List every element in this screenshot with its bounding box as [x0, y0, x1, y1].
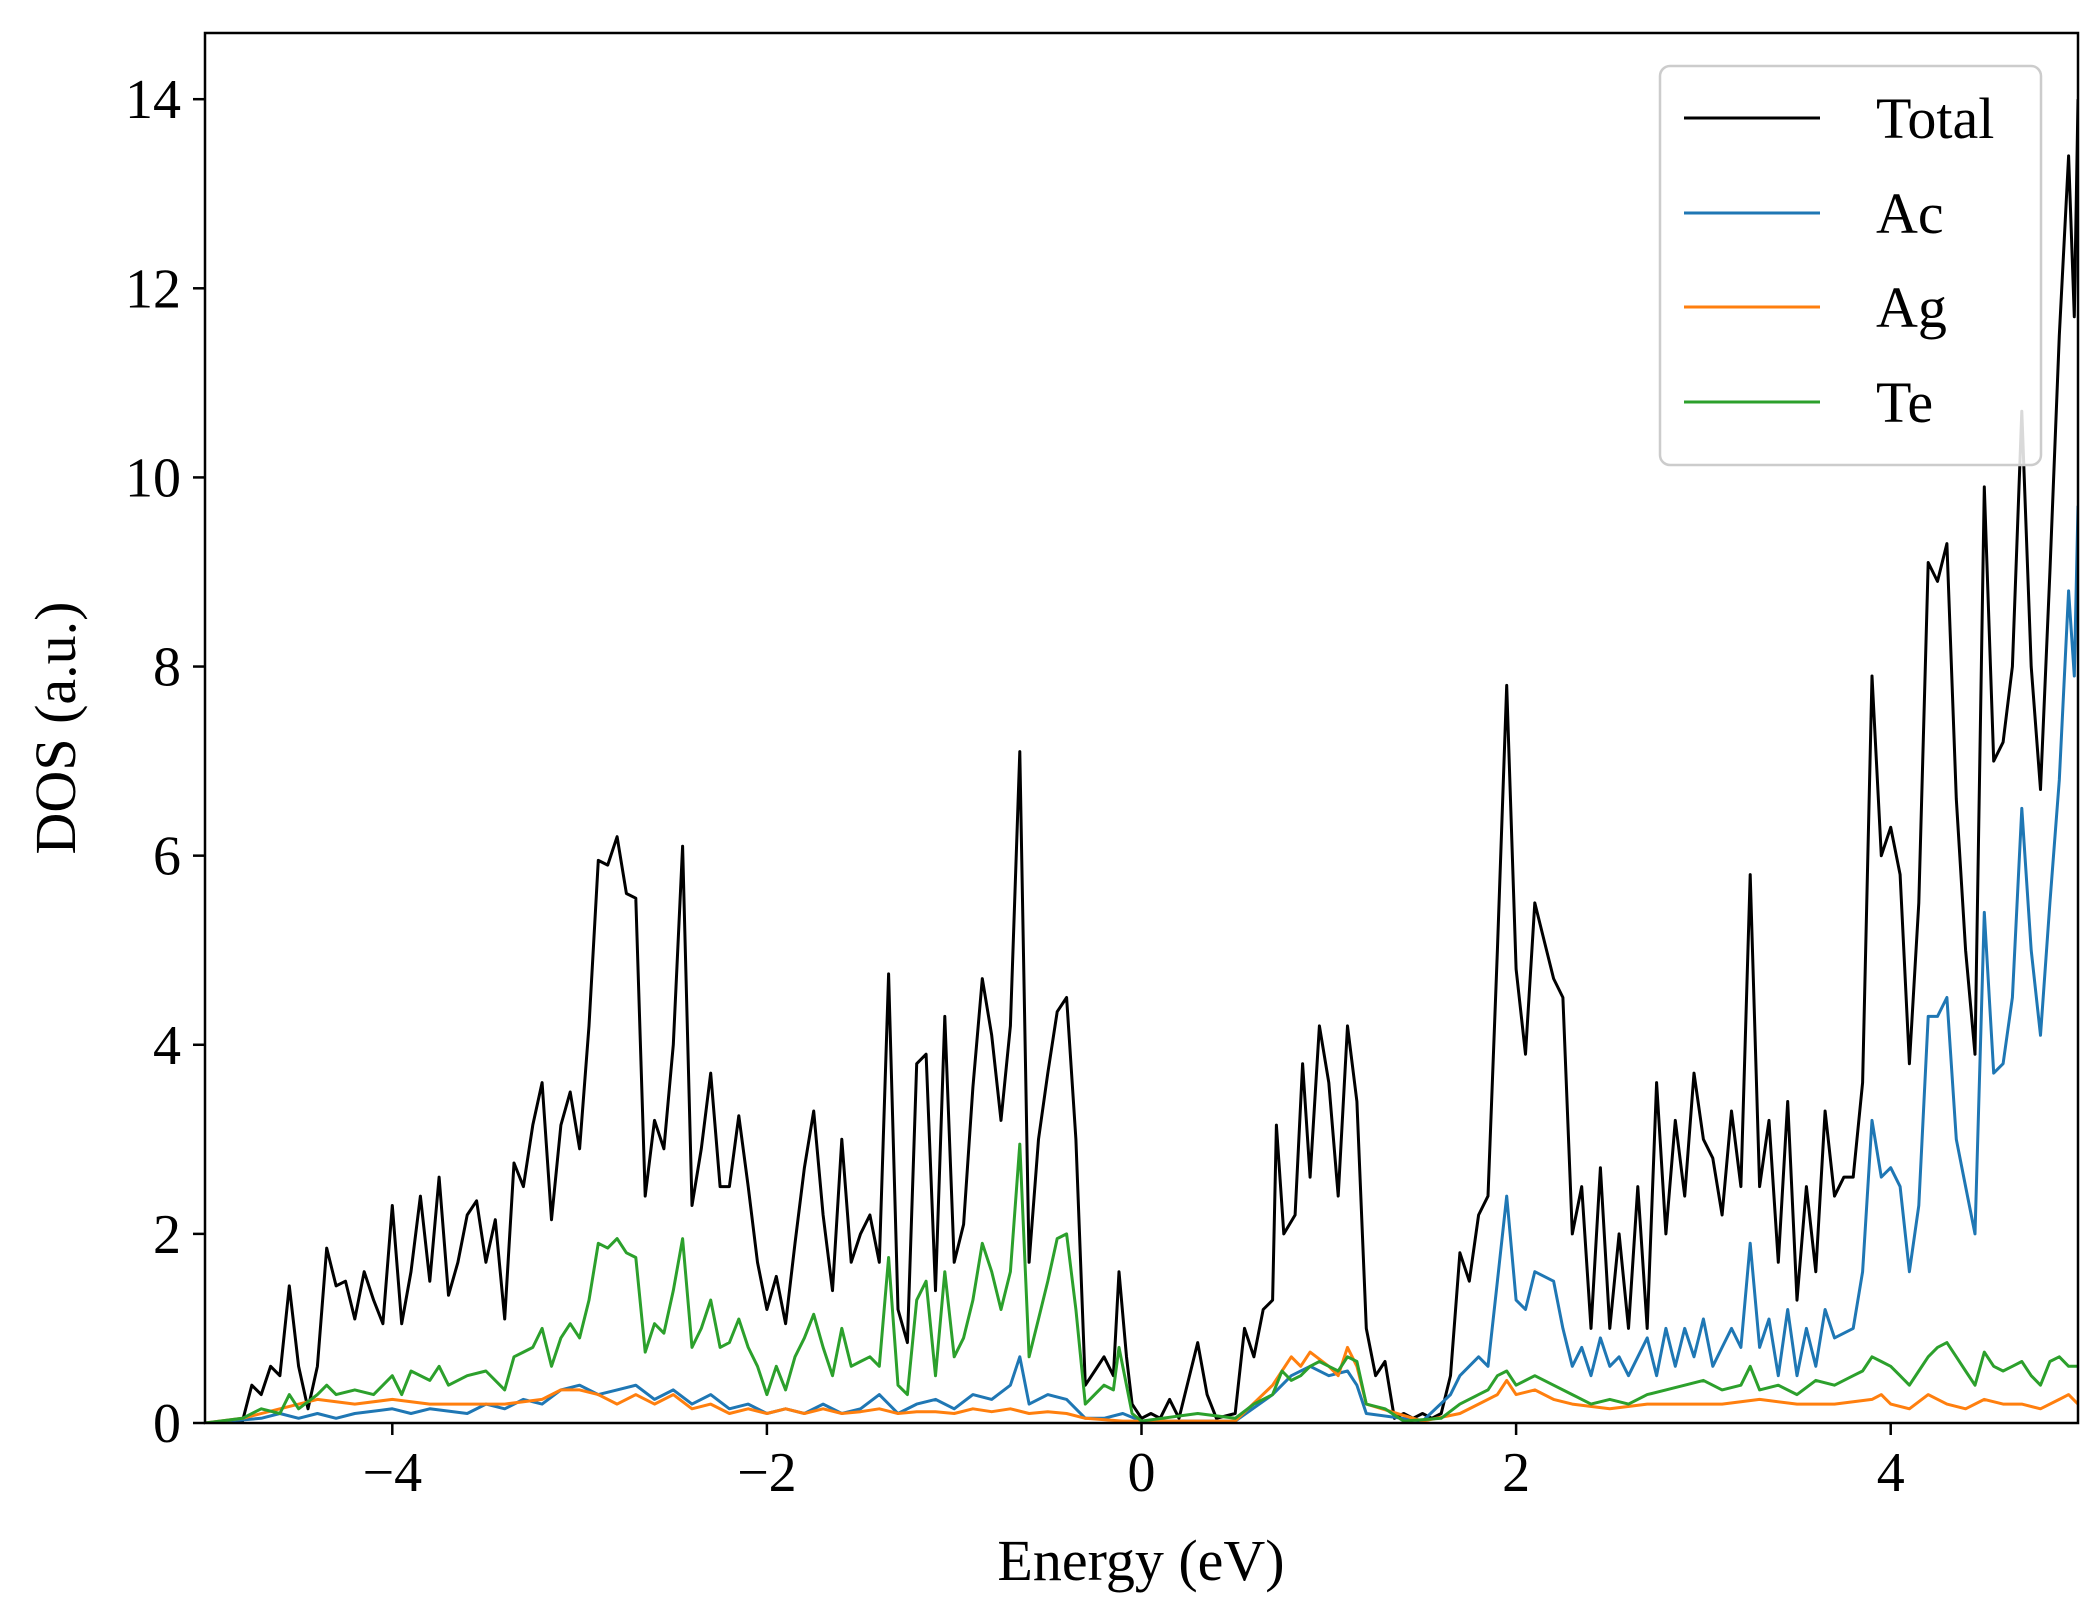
- y-tick-label: 14: [125, 69, 181, 131]
- x-axis-ticks: −4 −2 0 2 4: [363, 1423, 1905, 1504]
- y-tick-label: 4: [153, 1015, 181, 1077]
- y-tick-label: 6: [153, 826, 181, 888]
- y-tick-label: 2: [153, 1204, 181, 1266]
- legend-box: [1658, 64, 2043, 467]
- y-tick-label: 10: [125, 447, 181, 509]
- legend-label-ag: Ag: [1876, 275, 1947, 340]
- legend-label-te: Te: [1876, 370, 1933, 435]
- legend-label-ac: Ac: [1876, 181, 1944, 246]
- series-layer: [205, 99, 2078, 1423]
- series-line-ac: [205, 505, 2078, 1423]
- series-line-ag: [205, 1345, 2078, 1423]
- x-tick-label: 4: [1877, 1442, 1905, 1504]
- y-axis-label: DOS (a.u.): [23, 602, 88, 855]
- x-axis-label: Energy (eV): [997, 1528, 1284, 1593]
- y-tick-label: 0: [153, 1393, 181, 1455]
- series-line-total: [205, 99, 2078, 1423]
- y-tick-label: 8: [153, 637, 181, 699]
- y-tick-label: 12: [125, 258, 181, 320]
- series-line-te: [205, 1142, 2078, 1423]
- x-tick-label: 0: [1128, 1442, 1156, 1504]
- x-tick-label: −4: [363, 1442, 423, 1504]
- x-tick-label: −2: [737, 1442, 797, 1504]
- legend: Total Ac Ag Te: [1658, 64, 2043, 467]
- legend-label-total: Total: [1876, 86, 1994, 151]
- x-tick-label: 2: [1502, 1442, 1530, 1504]
- y-axis-ticks: 0 2 4 6 8 10 12 14: [125, 69, 205, 1455]
